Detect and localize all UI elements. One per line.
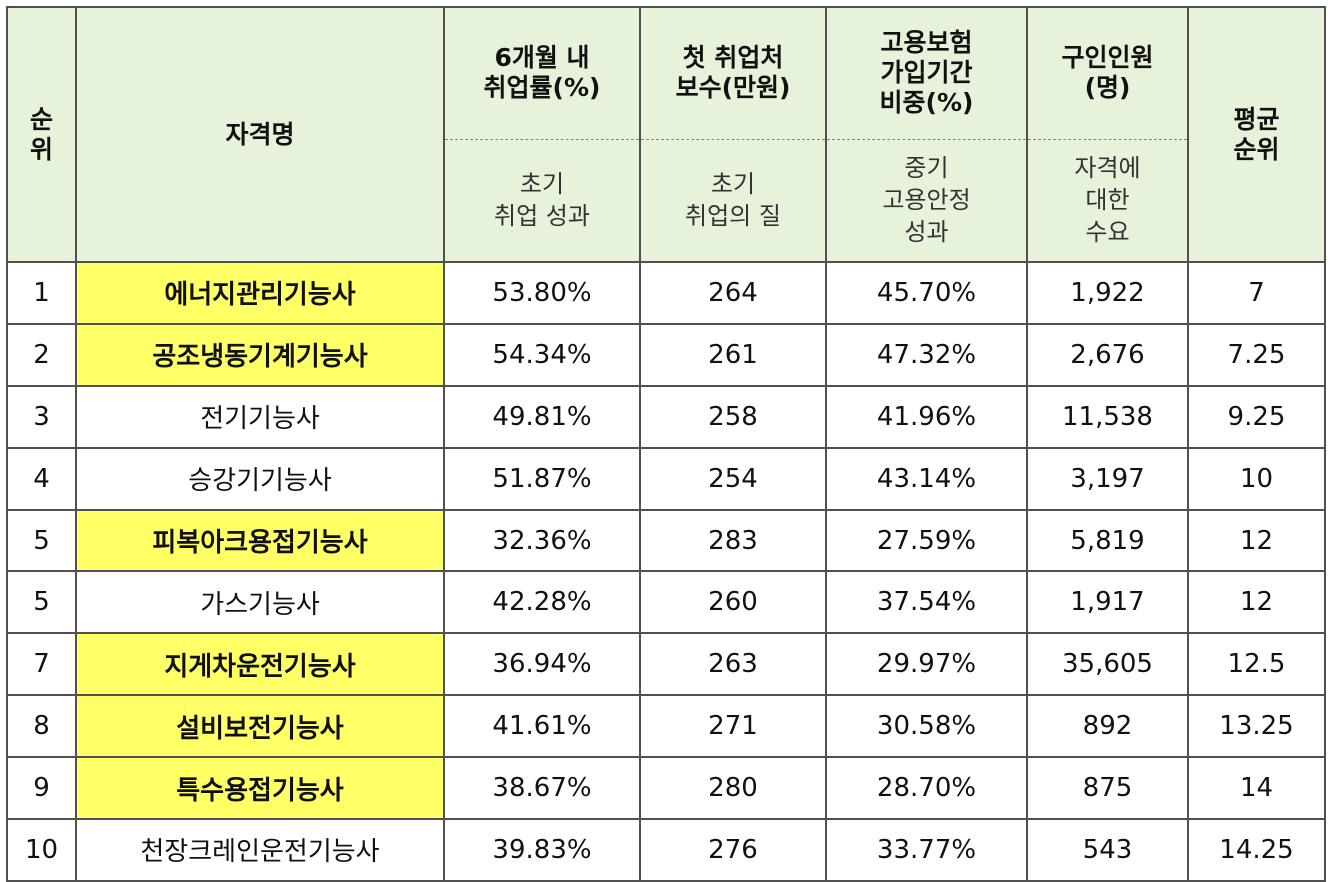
cell-average-rank: 12 bbox=[1187, 570, 1326, 635]
table-row: 7 지게차운전기능사 36.94% 263 29.97% 35,605 12.5 bbox=[6, 632, 1326, 697]
cell-employment-rate: 39.83% bbox=[443, 818, 641, 882]
cell-cert-name: 승강기기능사 bbox=[75, 446, 445, 511]
subheader-first-pay: 초기 취업의 질 bbox=[639, 138, 827, 263]
cell-cert-name: 천장크레인운전기능사 bbox=[75, 818, 445, 882]
cell-employment-rate: 32.36% bbox=[443, 508, 641, 573]
subheader-employment-rate: 초기 취업 성과 bbox=[443, 138, 641, 263]
table-row: 5 피복아크용접기능사 32.36% 283 27.59% 5,819 12 bbox=[6, 508, 1326, 573]
cell-job-openings: 3,197 bbox=[1026, 446, 1189, 511]
cell-employment-rate: 53.80% bbox=[443, 261, 641, 325]
cell-job-openings: 543 bbox=[1026, 818, 1189, 882]
cell-job-openings: 35,605 bbox=[1026, 632, 1189, 697]
table-row: 3 전기기능사 49.81% 258 41.96% 11,538 9.25 bbox=[6, 384, 1326, 449]
cell-average-rank: 10 bbox=[1187, 446, 1326, 511]
cell-insurance-ratio: 28.70% bbox=[825, 756, 1028, 821]
cell-job-openings: 5,819 bbox=[1026, 508, 1189, 573]
header-insurance-ratio: 고용보험 가입기간 비중(%) bbox=[825, 6, 1028, 140]
cell-first-pay: 264 bbox=[639, 261, 827, 325]
cell-rank: 4 bbox=[6, 446, 77, 511]
cell-first-pay: 258 bbox=[639, 384, 827, 449]
header-employment-rate: 6개월 내 취업률(%) bbox=[443, 6, 641, 140]
cell-average-rank: 12.5 bbox=[1187, 632, 1326, 697]
header-job-openings: 구인인원 (명) bbox=[1026, 6, 1189, 140]
cell-insurance-ratio: 37.54% bbox=[825, 570, 1028, 635]
cell-employment-rate: 54.34% bbox=[443, 322, 641, 387]
cell-rank: 3 bbox=[6, 384, 77, 449]
cell-employment-rate: 49.81% bbox=[443, 384, 641, 449]
cell-cert-name: 에너지관리기능사 bbox=[75, 261, 445, 325]
cell-first-pay: 283 bbox=[639, 508, 827, 573]
subheader-job-openings: 자격에 대한 수요 bbox=[1026, 138, 1189, 263]
cell-job-openings: 2,676 bbox=[1026, 322, 1189, 387]
cell-average-rank: 13.25 bbox=[1187, 694, 1326, 759]
table-row: 2 공조냉동기계기능사 54.34% 261 47.32% 2,676 7.25 bbox=[6, 322, 1326, 387]
cell-job-openings: 875 bbox=[1026, 756, 1189, 821]
cell-average-rank: 14 bbox=[1187, 756, 1326, 821]
cell-job-openings: 11,538 bbox=[1026, 384, 1189, 449]
header-cert-name: 자격명 bbox=[75, 6, 445, 263]
subheader-insurance-ratio: 중기 고용안정 성과 bbox=[825, 138, 1028, 263]
table-row: 10 천장크레인운전기능사 39.83% 276 33.77% 543 14.25 bbox=[6, 818, 1326, 882]
header-rank: 순 위 bbox=[6, 6, 77, 263]
cell-employment-rate: 41.61% bbox=[443, 694, 641, 759]
table-header: 순 위 자격명 6개월 내 취업률(%) 첫 취업처 보수(만원) 고용보험 가… bbox=[6, 6, 1326, 263]
cell-insurance-ratio: 33.77% bbox=[825, 818, 1028, 882]
table-row: 8 설비보전기능사 41.61% 271 30.58% 892 13.25 bbox=[6, 694, 1326, 759]
cell-first-pay: 276 bbox=[639, 818, 827, 882]
cell-insurance-ratio: 47.32% bbox=[825, 322, 1028, 387]
cell-first-pay: 263 bbox=[639, 632, 827, 697]
cell-employment-rate: 51.87% bbox=[443, 446, 641, 511]
cell-average-rank: 12 bbox=[1187, 508, 1326, 573]
cell-employment-rate: 36.94% bbox=[443, 632, 641, 697]
cell-cert-name: 특수용접기능사 bbox=[75, 756, 445, 821]
table-body: 1 에너지관리기능사 53.80% 264 45.70% 1,922 7 2 공조냉동기계기능사… bbox=[6, 261, 1326, 882]
cell-average-rank: 7.25 bbox=[1187, 322, 1326, 387]
cell-average-rank: 9.25 bbox=[1187, 384, 1326, 449]
cell-insurance-ratio: 29.97% bbox=[825, 632, 1028, 697]
table-row: 9 특수용접기능사 38.67% 280 28.70% 875 14 bbox=[6, 756, 1326, 821]
cell-cert-name: 지게차운전기능사 bbox=[75, 632, 445, 697]
cell-job-openings: 1,922 bbox=[1026, 261, 1189, 325]
cell-first-pay: 271 bbox=[639, 694, 827, 759]
cell-cert-name: 가스기능사 bbox=[75, 570, 445, 635]
cell-employment-rate: 42.28% bbox=[443, 570, 641, 635]
cell-insurance-ratio: 27.59% bbox=[825, 508, 1028, 573]
cell-rank: 2 bbox=[6, 322, 77, 387]
cell-average-rank: 7 bbox=[1187, 261, 1326, 325]
cell-rank: 9 bbox=[6, 756, 77, 821]
cell-first-pay: 254 bbox=[639, 446, 827, 511]
cell-cert-name: 전기기능사 bbox=[75, 384, 445, 449]
header-average-rank: 평균 순위 bbox=[1187, 6, 1326, 263]
cell-cert-name: 설비보전기능사 bbox=[75, 694, 445, 759]
cell-first-pay: 261 bbox=[639, 322, 827, 387]
cell-rank: 7 bbox=[6, 632, 77, 697]
cell-rank: 10 bbox=[6, 818, 77, 882]
cell-employment-rate: 38.67% bbox=[443, 756, 641, 821]
cell-average-rank: 14.25 bbox=[1187, 818, 1326, 882]
cell-insurance-ratio: 45.70% bbox=[825, 261, 1028, 325]
cell-rank: 1 bbox=[6, 261, 77, 325]
cell-rank: 8 bbox=[6, 694, 77, 759]
cell-cert-name: 공조냉동기계기능사 bbox=[75, 322, 445, 387]
table-row: 4 승강기기능사 51.87% 254 43.14% 3,197 10 bbox=[6, 446, 1326, 511]
cell-insurance-ratio: 43.14% bbox=[825, 446, 1028, 511]
table-row: 1 에너지관리기능사 53.80% 264 45.70% 1,922 7 bbox=[6, 261, 1326, 325]
cell-rank: 5 bbox=[6, 570, 77, 635]
certification-ranking-table: 순 위 자격명 6개월 내 취업률(%) 첫 취업처 보수(만원) 고용보험 가… bbox=[6, 6, 1326, 882]
cell-job-openings: 1,917 bbox=[1026, 570, 1189, 635]
header-first-pay: 첫 취업처 보수(만원) bbox=[639, 6, 827, 140]
cell-insurance-ratio: 41.96% bbox=[825, 384, 1028, 449]
cell-first-pay: 260 bbox=[639, 570, 827, 635]
cell-job-openings: 892 bbox=[1026, 694, 1189, 759]
cell-first-pay: 280 bbox=[639, 756, 827, 821]
table-row: 5 가스기능사 42.28% 260 37.54% 1,917 12 bbox=[6, 570, 1326, 635]
cell-insurance-ratio: 30.58% bbox=[825, 694, 1028, 759]
cell-cert-name: 피복아크용접기능사 bbox=[75, 508, 445, 573]
cell-rank: 5 bbox=[6, 508, 77, 573]
